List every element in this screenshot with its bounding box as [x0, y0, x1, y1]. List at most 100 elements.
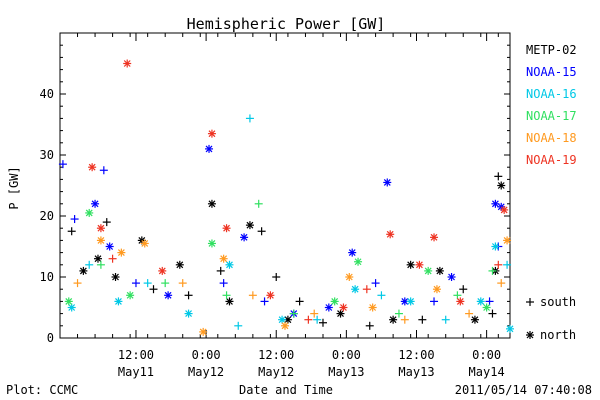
data-point-south — [488, 309, 497, 318]
star-stroke-d2 — [97, 224, 105, 232]
data-point-south — [184, 291, 193, 300]
data-point-south — [488, 266, 497, 275]
series-noaa-18 — [73, 236, 512, 336]
star-stroke-d2 — [325, 304, 333, 311]
data-point-north — [500, 205, 509, 214]
star-stroke-d2 — [497, 182, 505, 189]
data-point-south — [430, 297, 439, 306]
star-stroke-d2 — [407, 297, 415, 305]
series-noaa-19 — [88, 59, 509, 324]
star-stroke-d2 — [220, 255, 228, 263]
data-point-north — [406, 297, 415, 306]
y-axis: 0 10 20 30 40 — [40, 44, 510, 345]
data-point-north — [85, 208, 94, 217]
star-stroke-d2 — [246, 221, 254, 229]
data-point-north — [114, 297, 123, 306]
data-point-north — [430, 233, 439, 242]
plot-frame — [59, 32, 511, 339]
data-point-north — [503, 236, 512, 245]
y-axis-label: P [GW] — [7, 166, 21, 209]
data-point-south — [441, 315, 450, 324]
data-point-south — [418, 315, 427, 324]
star-stroke-d2 — [506, 325, 514, 333]
data-point-south — [394, 309, 403, 318]
star-stroke-d2 — [185, 310, 192, 318]
data-point-north — [207, 199, 216, 208]
data-point-north — [126, 291, 135, 300]
data-point-south — [216, 266, 225, 275]
star-stroke-d2 — [433, 285, 441, 293]
star-stroke-d2 — [126, 291, 134, 299]
data-point-north — [281, 321, 289, 330]
data-point-north — [345, 273, 354, 281]
star-stroke-d2 — [407, 261, 415, 269]
data-point-north — [158, 266, 167, 275]
legend-entry: NOAA-16 — [526, 87, 577, 101]
plot-credit: Plot: CCMC — [6, 383, 78, 397]
data-point-north — [105, 242, 114, 251]
data-point-south — [108, 254, 117, 263]
star-stroke-d2 — [205, 145, 213, 153]
data-point-north — [368, 303, 377, 312]
data-point-north — [111, 273, 120, 281]
star-stroke-d2 — [491, 243, 499, 250]
data-point-north — [184, 309, 193, 318]
data-point-south — [143, 279, 152, 288]
data-point-north — [207, 239, 216, 248]
data-point-south — [67, 227, 76, 236]
data-point-south — [178, 279, 187, 288]
data-point-south — [365, 321, 374, 330]
star-stroke-d2 — [97, 236, 105, 244]
data-point-north — [383, 178, 392, 187]
data-point-north — [351, 285, 360, 294]
data-point-north — [140, 239, 149, 248]
star-stroke-d2 — [117, 249, 125, 257]
data-point-north — [96, 224, 105, 233]
star-stroke-d2 — [503, 236, 511, 244]
x-axis-label: Date and Time — [239, 383, 333, 397]
data-point-north — [456, 297, 465, 306]
star-stroke-d2 — [208, 240, 216, 247]
series-noaa-17 — [64, 199, 497, 318]
star-stroke-d2 — [526, 331, 534, 339]
data-point-north — [205, 144, 214, 153]
star-stroke-d2 — [106, 243, 114, 250]
data-point-south — [260, 297, 269, 306]
x-tick-date: May12 — [258, 365, 294, 379]
star-stroke-d2 — [158, 267, 166, 275]
data-point-north — [240, 233, 249, 242]
data-point-north — [330, 297, 339, 306]
y-tick-label: 30 — [40, 148, 54, 162]
star-stroke-d2 — [345, 273, 353, 281]
data-point-south — [453, 291, 462, 300]
data-point-south — [362, 285, 371, 294]
data-point-north — [435, 266, 444, 275]
data-point-south — [289, 309, 298, 318]
star-stroke-d2 — [176, 261, 184, 269]
data-point-south — [99, 166, 108, 175]
data-point-south — [149, 285, 158, 294]
data-point-south — [400, 315, 409, 324]
legend-entry: NOAA-19 — [526, 153, 577, 167]
data-point-north — [123, 59, 132, 68]
x-tick-time: 12:00 — [398, 348, 434, 362]
star-stroke-d2 — [94, 255, 102, 263]
star-stroke-d2 — [141, 240, 149, 247]
series-metp-02 — [67, 172, 506, 330]
star-stroke-d2 — [79, 267, 87, 275]
star-stroke-d2 — [383, 179, 391, 186]
data-point-north — [400, 297, 409, 306]
star-stroke-d2 — [401, 297, 409, 305]
data-point-south — [219, 279, 228, 288]
data-point-north — [64, 297, 73, 306]
data-point-north — [266, 291, 275, 300]
data-point-north — [164, 291, 173, 300]
star-stroke-d2 — [483, 304, 491, 311]
star-stroke-d2 — [281, 322, 289, 330]
data-point-south — [304, 315, 313, 324]
data-point-north — [207, 129, 216, 138]
marker-legend-symbol — [526, 298, 534, 306]
star-stroke-d2 — [226, 261, 233, 269]
x-tick-date: May13 — [398, 365, 434, 379]
